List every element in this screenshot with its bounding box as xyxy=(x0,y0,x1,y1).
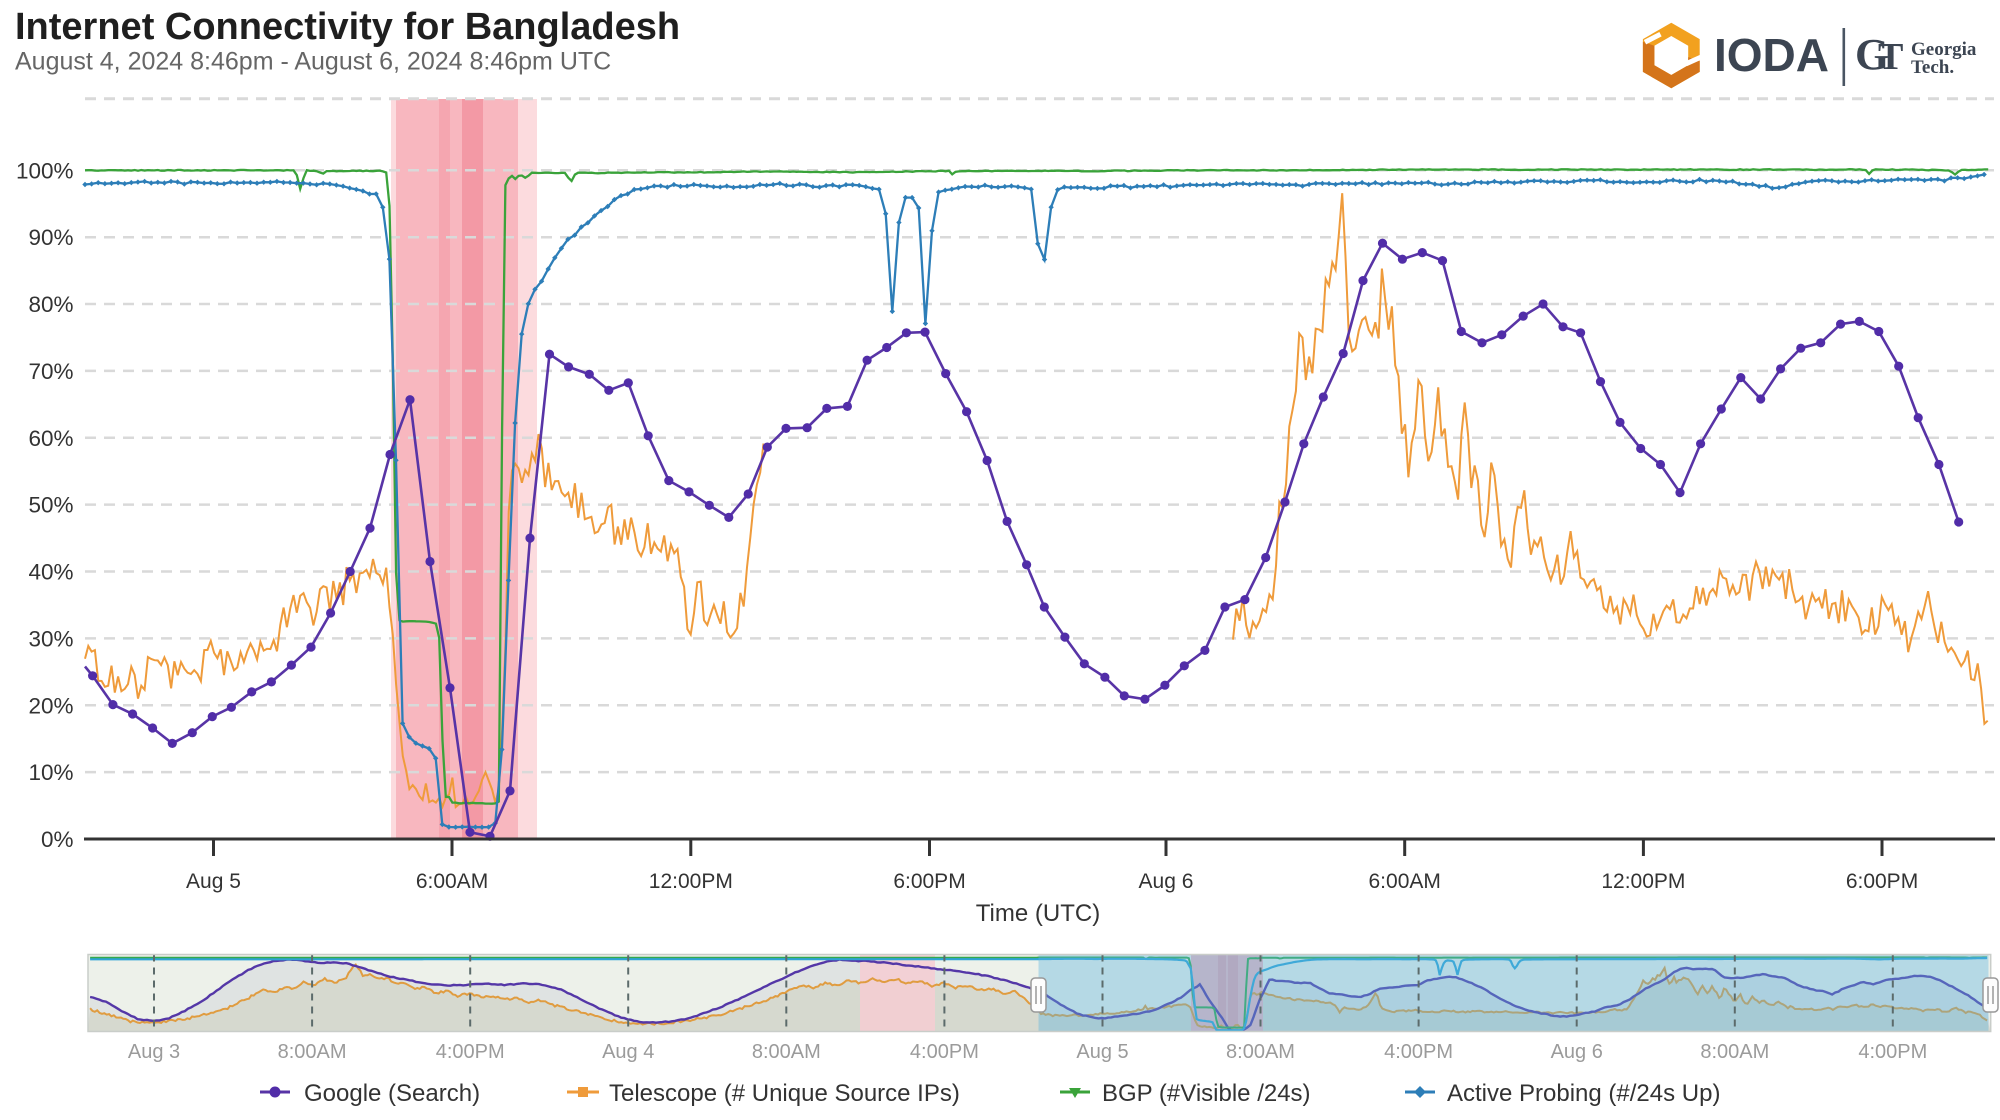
svg-text:Aug 6: Aug 6 xyxy=(1551,1041,1603,1063)
svg-text:6:00AM: 6:00AM xyxy=(1369,870,1441,893)
svg-text:4:00PM: 4:00PM xyxy=(1384,1041,1453,1063)
svg-text:Aug 5: Aug 5 xyxy=(1076,1041,1128,1063)
svg-text:Active Probing (#/24s Up): Active Probing (#/24s Up) xyxy=(1447,1080,1720,1107)
svg-text:Time (UTC): Time (UTC) xyxy=(976,900,1100,927)
svg-text:40%: 40% xyxy=(28,560,73,585)
svg-text:12:00PM: 12:00PM xyxy=(649,870,733,893)
svg-text:90%: 90% xyxy=(28,225,73,250)
svg-text:6:00PM: 6:00PM xyxy=(893,870,965,893)
svg-text:50%: 50% xyxy=(28,493,73,518)
svg-text:70%: 70% xyxy=(28,359,73,384)
svg-text:0%: 0% xyxy=(41,827,74,852)
svg-text:Telescope (# Unique Source IPs: Telescope (# Unique Source IPs) xyxy=(609,1080,960,1107)
svg-text:80%: 80% xyxy=(28,292,73,317)
svg-text:8:00AM: 8:00AM xyxy=(1700,1041,1769,1063)
svg-text:8:00AM: 8:00AM xyxy=(278,1041,347,1063)
svg-text:100%: 100% xyxy=(16,158,74,183)
svg-text:6:00PM: 6:00PM xyxy=(1846,870,1918,893)
svg-text:8:00AM: 8:00AM xyxy=(752,1041,821,1063)
svg-text:Aug 6: Aug 6 xyxy=(1139,870,1194,893)
svg-text:30%: 30% xyxy=(28,626,73,651)
svg-text:20%: 20% xyxy=(28,693,73,718)
svg-text:Aug 3: Aug 3 xyxy=(128,1041,180,1063)
svg-text:4:00PM: 4:00PM xyxy=(1858,1041,1927,1063)
svg-text:Google (Search): Google (Search) xyxy=(304,1080,480,1107)
svg-text:Tech.: Tech. xyxy=(1911,57,1954,78)
svg-text:4:00PM: 4:00PM xyxy=(436,1041,505,1063)
svg-text:Aug 4: Aug 4 xyxy=(602,1041,654,1063)
svg-text:T: T xyxy=(1878,36,1903,78)
svg-text:60%: 60% xyxy=(28,426,73,451)
svg-text:August 4, 2024 8:46pm - August: August 4, 2024 8:46pm - August 6, 2024 8… xyxy=(15,48,611,76)
svg-text:10%: 10% xyxy=(28,760,73,785)
svg-text:Internet Connectivity for Bang: Internet Connectivity for Bangladesh xyxy=(15,6,680,48)
svg-text:4:00PM: 4:00PM xyxy=(910,1041,979,1063)
svg-text:12:00PM: 12:00PM xyxy=(1601,870,1685,893)
svg-text:BGP (#Visible /24s): BGP (#Visible /24s) xyxy=(1102,1080,1311,1107)
svg-text:IODA: IODA xyxy=(1714,29,1829,81)
svg-text:8:00AM: 8:00AM xyxy=(1226,1041,1295,1063)
svg-text:Georgia: Georgia xyxy=(1911,39,1977,60)
svg-text:G: G xyxy=(1855,30,1889,79)
svg-text:Aug 5: Aug 5 xyxy=(186,870,241,893)
svg-text:6:00AM: 6:00AM xyxy=(416,870,488,893)
